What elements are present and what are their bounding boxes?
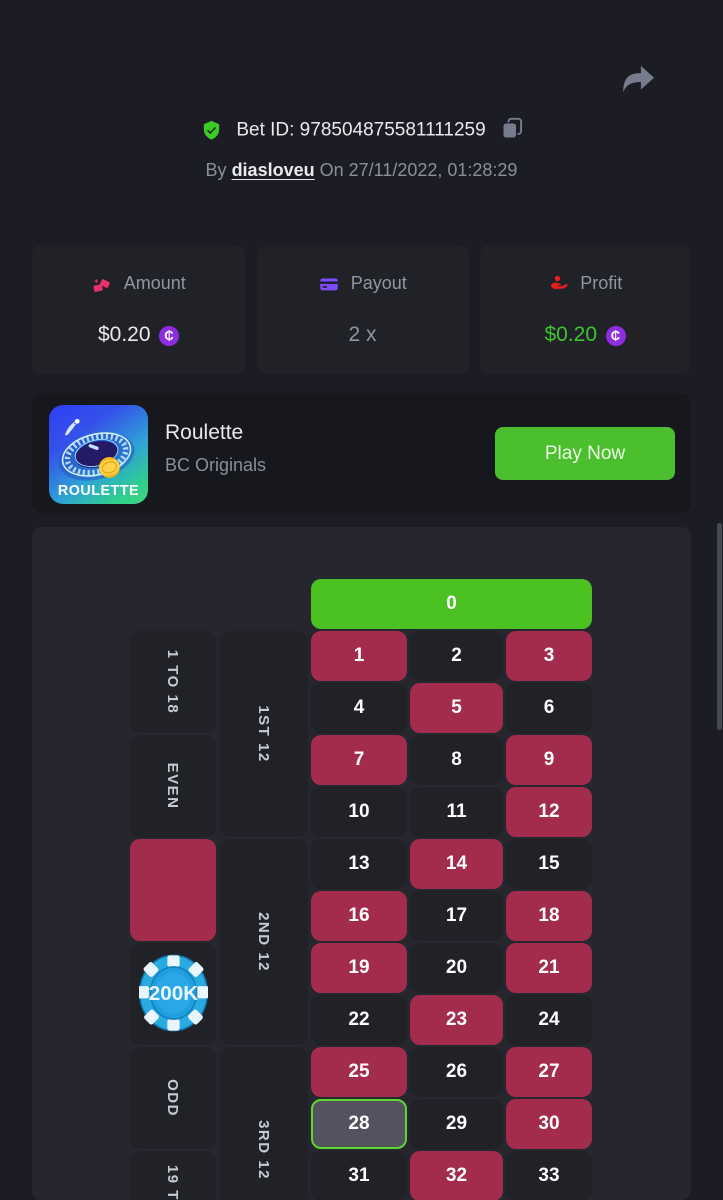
- svg-text:200K: 200K: [148, 982, 198, 1005]
- svg-text:ROULETTE: ROULETTE: [58, 483, 139, 499]
